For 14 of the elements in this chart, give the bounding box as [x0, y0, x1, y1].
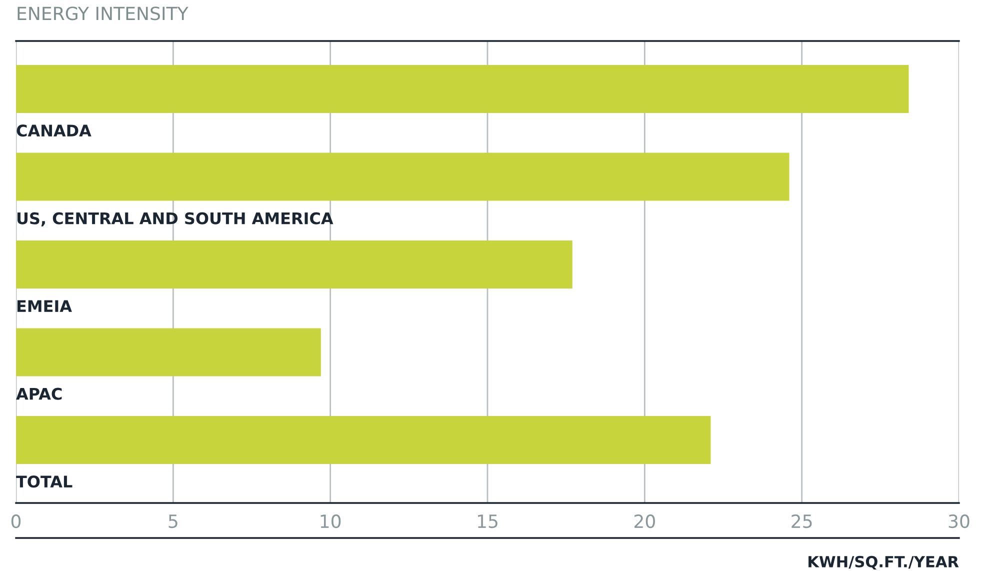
chart-title: ENERGY INTENSITY [18, 6, 188, 20]
x-tick-label: 10 [320, 514, 341, 528]
y-tick-label: EMEIA [17, 300, 72, 312]
x-tick-label: 5 [168, 514, 178, 528]
x-tick-label: 0 [11, 514, 21, 528]
y-tick-label: APAC [16, 388, 62, 400]
x-axis-title: KWH/SQ.FT./YEAR [808, 556, 959, 570]
y-tick-label: CANADA [16, 124, 92, 137]
y-tick-label: TOTAL [16, 476, 72, 488]
x-tick-label: 25 [792, 514, 812, 528]
x-tick-label: 30 [948, 514, 970, 528]
y-tick-label: US, CENTRAL AND SOUTH AMERICA [17, 212, 334, 226]
x-tick-label: 15 [478, 514, 498, 528]
x-tick-label: 20 [634, 514, 655, 528]
